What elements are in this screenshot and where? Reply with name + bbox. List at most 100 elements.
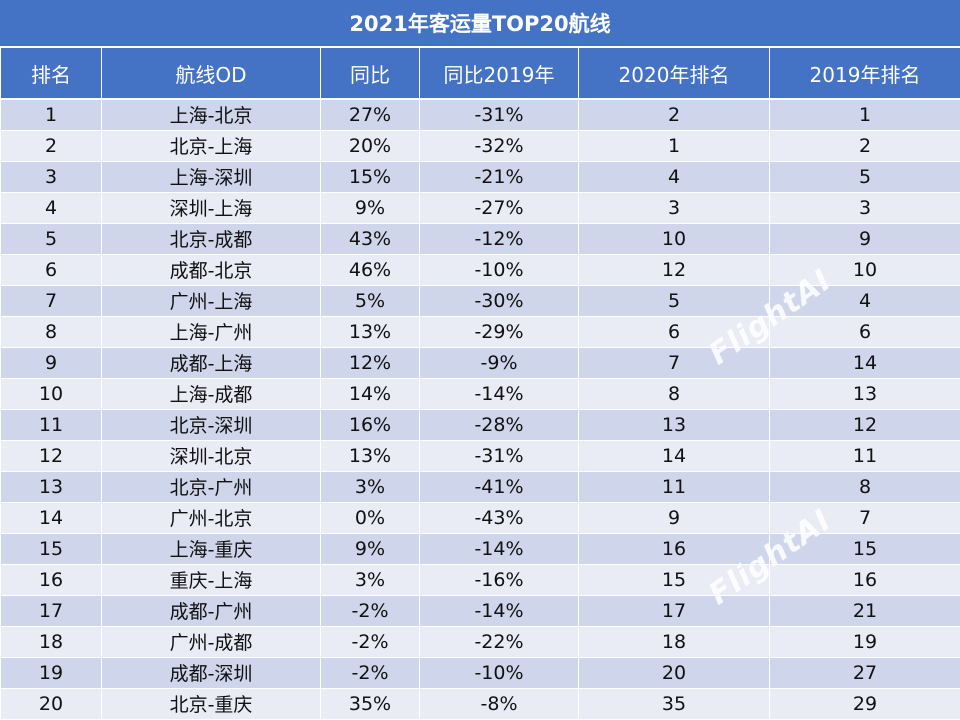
cell-vs-2019: -41%: [419, 470, 579, 503]
cell-route: 重庆-上海: [101, 563, 321, 596]
cell-rank-2019: 3: [769, 191, 960, 224]
cell-rank-2019: 27: [769, 656, 960, 689]
cell-vs-2019: -12%: [419, 222, 579, 255]
header-row: 排名 航线OD 同比 同比2019年 2020年排名 2019年排名: [0, 48, 960, 100]
table-row: 4 深圳-上海 9% -27% 3 3: [0, 191, 960, 224]
table-row: 1 上海-北京 27% -31% 2 1: [0, 98, 960, 131]
cell-yoy: 46%: [320, 253, 420, 286]
table-row: 15 上海-重庆 9% -14% 16 15: [0, 532, 960, 565]
table-row: 13 北京-广州 3% -41% 11 8: [0, 470, 960, 503]
cell-route: 深圳-上海: [101, 191, 321, 224]
route-table: 排名 航线OD 同比 同比2019年 2020年排名 2019年排名 1 上海-北…: [0, 48, 960, 720]
cell-rank: 13: [0, 470, 102, 503]
cell-rank-2019: 4: [769, 284, 960, 317]
cell-vs-2019: -32%: [419, 129, 579, 162]
cell-rank-2019: 8: [769, 470, 960, 503]
table-title: 2021年客运量TOP20航线: [0, 0, 960, 48]
cell-route: 深圳-北京: [101, 439, 321, 472]
cell-rank-2020: 11: [578, 470, 770, 503]
cell-rank-2019: 12: [769, 408, 960, 441]
cell-route: 成都-广州: [101, 594, 321, 627]
table-row: 16 重庆-上海 3% -16% 15 16: [0, 563, 960, 596]
cell-rank: 2: [0, 129, 102, 162]
cell-rank-2019: 29: [769, 687, 960, 720]
cell-route: 广州-成都: [101, 625, 321, 658]
cell-rank: 15: [0, 532, 102, 565]
cell-rank: 18: [0, 625, 102, 658]
cell-yoy: 27%: [320, 98, 420, 131]
cell-rank: 7: [0, 284, 102, 317]
cell-rank-2020: 16: [578, 532, 770, 565]
cell-route: 北京-深圳: [101, 408, 321, 441]
cell-rank-2020: 8: [578, 377, 770, 410]
cell-rank: 14: [0, 501, 102, 534]
cell-rank: 10: [0, 377, 102, 410]
column-header-rank-2019: 2019年排名: [769, 48, 960, 100]
cell-yoy: -2%: [320, 625, 420, 658]
cell-rank-2019: 14: [769, 346, 960, 379]
cell-route: 上海-北京: [101, 98, 321, 131]
cell-rank-2019: 6: [769, 315, 960, 348]
cell-yoy: 14%: [320, 377, 420, 410]
cell-rank-2019: 9: [769, 222, 960, 255]
table-row: 6 成都-北京 46% -10% 12 10: [0, 253, 960, 286]
cell-rank-2020: 15: [578, 563, 770, 596]
cell-rank: 3: [0, 160, 102, 193]
cell-route: 成都-北京: [101, 253, 321, 286]
cell-route: 成都-深圳: [101, 656, 321, 689]
cell-yoy: 9%: [320, 191, 420, 224]
table-row: 17 成都-广州 -2% -14% 17 21: [0, 594, 960, 627]
column-header-rank-2020: 2020年排名: [578, 48, 770, 100]
table-row: 14 广州-北京 0% -43% 9 7: [0, 501, 960, 534]
table-row: 7 广州-上海 5% -30% 5 4: [0, 284, 960, 317]
cell-vs-2019: -28%: [419, 408, 579, 441]
cell-rank-2020: 7: [578, 346, 770, 379]
cell-rank-2019: 15: [769, 532, 960, 565]
cell-rank: 9: [0, 346, 102, 379]
table-row: 3 上海-深圳 15% -21% 4 5: [0, 160, 960, 193]
cell-rank-2019: 11: [769, 439, 960, 472]
cell-rank-2020: 13: [578, 408, 770, 441]
cell-vs-2019: -14%: [419, 377, 579, 410]
cell-yoy: -2%: [320, 656, 420, 689]
cell-rank-2019: 7: [769, 501, 960, 534]
cell-vs-2019: -43%: [419, 501, 579, 534]
cell-route: 广州-北京: [101, 501, 321, 534]
table-row: 20 北京-重庆 35% -8% 35 29: [0, 687, 960, 720]
cell-rank: 17: [0, 594, 102, 627]
cell-yoy: 13%: [320, 439, 420, 472]
cell-vs-2019: -29%: [419, 315, 579, 348]
cell-rank-2020: 3: [578, 191, 770, 224]
cell-vs-2019: -21%: [419, 160, 579, 193]
cell-route: 北京-广州: [101, 470, 321, 503]
cell-vs-2019: -31%: [419, 439, 579, 472]
cell-vs-2019: -14%: [419, 594, 579, 627]
cell-rank-2020: 4: [578, 160, 770, 193]
cell-rank: 11: [0, 408, 102, 441]
cell-rank: 1: [0, 98, 102, 131]
cell-yoy: 3%: [320, 563, 420, 596]
cell-yoy: 9%: [320, 532, 420, 565]
cell-rank-2020: 2: [578, 98, 770, 131]
cell-rank-2020: 17: [578, 594, 770, 627]
cell-rank: 16: [0, 563, 102, 596]
cell-yoy: 13%: [320, 315, 420, 348]
cell-rank-2019: 1: [769, 98, 960, 131]
table-row: 8 上海-广州 13% -29% 6 6: [0, 315, 960, 348]
cell-yoy: 43%: [320, 222, 420, 255]
cell-yoy: 12%: [320, 346, 420, 379]
cell-rank: 19: [0, 656, 102, 689]
cell-rank-2019: 10: [769, 253, 960, 286]
table-row: 19 成都-深圳 -2% -10% 20 27: [0, 656, 960, 689]
cell-route: 北京-重庆: [101, 687, 321, 720]
cell-rank-2019: 16: [769, 563, 960, 596]
cell-vs-2019: -10%: [419, 656, 579, 689]
cell-yoy: 5%: [320, 284, 420, 317]
cell-rank-2020: 6: [578, 315, 770, 348]
column-header-vs-2019: 同比2019年: [419, 48, 579, 100]
cell-rank-2019: 2: [769, 129, 960, 162]
table-row: 12 深圳-北京 13% -31% 14 11: [0, 439, 960, 472]
cell-vs-2019: -22%: [419, 625, 579, 658]
cell-vs-2019: -9%: [419, 346, 579, 379]
